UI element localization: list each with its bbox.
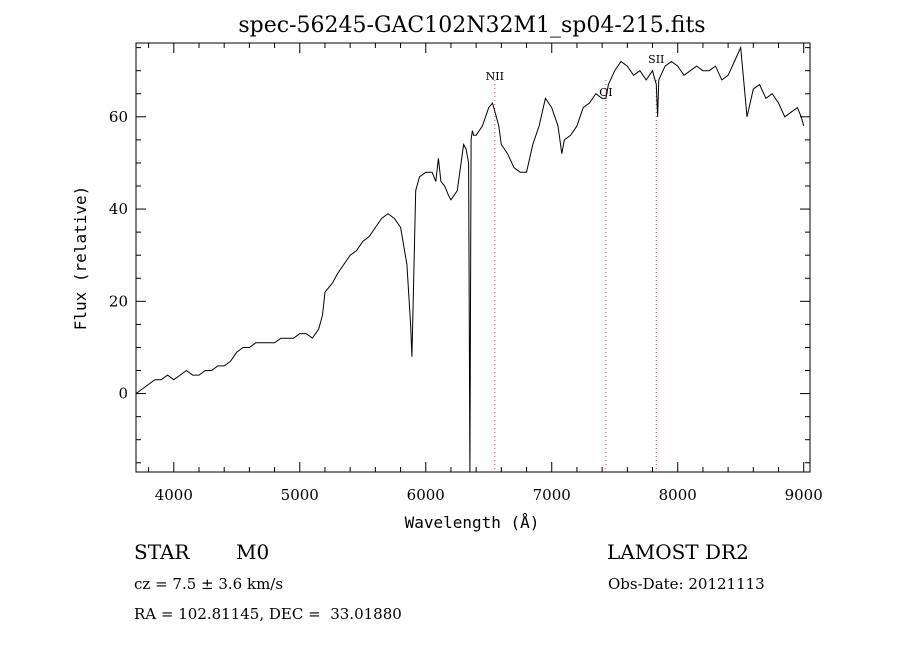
x-tick-label: 5000 (281, 486, 319, 504)
x-tick-label: 9000 (785, 486, 823, 504)
x-tick-label: 6000 (407, 486, 445, 504)
spectrum-line (135, 45, 805, 473)
x-axis-label: Wavelength (Å) (405, 513, 540, 532)
object-class: STAR (134, 540, 190, 564)
plot-area: NII OI SII (135, 45, 805, 473)
plot-frame (135, 42, 811, 473)
redshift-cz: cz = 7.5 ± 3.6 km/s (134, 575, 284, 593)
y-tick-label: 60 (109, 108, 128, 126)
spectral-subclass: M0 (236, 540, 270, 564)
x-tick-label: 8000 (659, 486, 697, 504)
coordinates: RA = 102.81145, DEC = 33.01880 (134, 605, 402, 623)
line-label-oi: OI (599, 86, 612, 99)
y-tick-label: 40 (109, 200, 128, 218)
y-tick-label: 20 (109, 292, 128, 310)
line-label-nii: NII (486, 70, 504, 83)
chart-title: spec-56245-GAC102N32M1_sp04-215.fits (238, 13, 705, 38)
survey-name: LAMOST DR2 (607, 540, 749, 564)
y-axis: 0 20 40 60 (109, 47, 810, 464)
x-tick-label: 4000 (155, 486, 193, 504)
line-label-sii: SII (648, 53, 664, 66)
y-axis-label: Flux (relative) (71, 186, 90, 331)
y-tick-label: 0 (118, 385, 128, 403)
x-tick-label: 7000 (533, 486, 571, 504)
x-axis: 4000 5000 6000 7000 8000 9000 (148, 43, 823, 504)
observation-date: Obs-Date: 20121113 (608, 575, 765, 593)
